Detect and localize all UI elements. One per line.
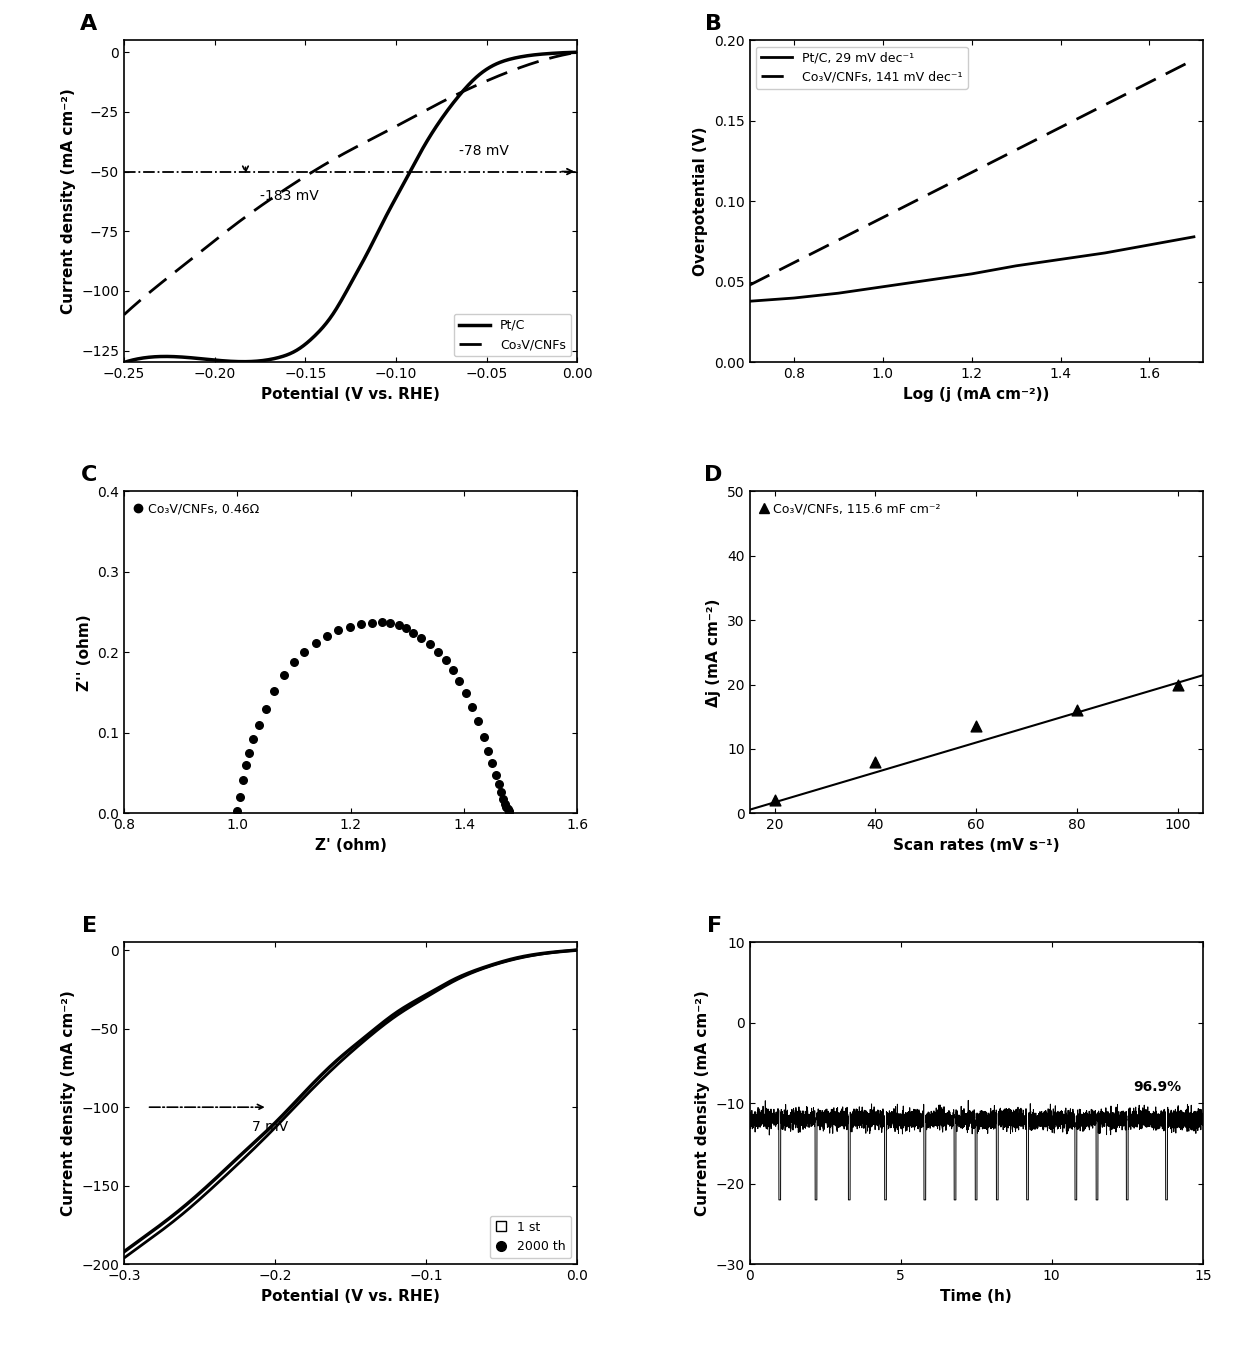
Point [463,697,482,718]
Point [412,627,432,648]
Point [231,787,250,808]
Text: D: D [704,465,723,484]
Text: 96.9%: 96.9% [1133,1080,1182,1095]
Point [469,710,489,732]
Point [489,773,508,795]
Point [500,802,520,823]
Legend: 1 st, 2000 th: 1 st, 2000 th [490,1216,572,1258]
Y-axis label: Z'' (ohm): Z'' (ohm) [77,615,92,690]
Point [495,794,515,815]
Text: A: A [79,13,97,34]
Legend: Pt/C, 29 mV dec⁻¹, Co₃V/CNFs, 141 mV dec⁻¹: Pt/C, 29 mV dec⁻¹, Co₃V/CNFs, 141 mV dec… [755,47,967,89]
Pt/C [264,351,279,367]
Point [456,682,476,703]
Text: C: C [81,465,97,484]
Text: E: E [82,916,97,936]
X-axis label: Log (j (mA cm⁻²)): Log (j (mA cm⁻²)) [903,387,1049,402]
Point [866,751,885,772]
Pt/C [570,44,585,61]
Point [389,615,409,636]
Point [317,625,337,647]
Point [362,612,382,633]
X-axis label: Potential (V vs. RHE): Potential (V vs. RHE) [262,1289,440,1303]
Point [305,632,325,654]
Point [494,788,513,810]
Co₃V/CNFs [296,169,311,186]
Point [233,769,253,791]
Y-axis label: Current density (mA cm⁻²): Current density (mA cm⁻²) [61,89,76,315]
Point [765,790,785,811]
X-axis label: Potential (V vs. RHE): Potential (V vs. RHE) [262,387,440,402]
Point [255,698,275,720]
Co₃V/CNFs [570,44,585,61]
Pt/C [402,165,417,182]
Y-axis label: Δj (mA cm⁻²): Δj (mA cm⁻²) [707,599,722,706]
X-axis label: Scan rates (mV s⁻¹): Scan rates (mV s⁻¹) [893,838,1059,853]
Point [284,651,304,672]
Point [239,742,259,764]
Pt/C [446,94,461,110]
Point [236,755,255,776]
Line: Pt/C: Pt/C [124,52,578,362]
Y-axis label: Overpotential (V): Overpotential (V) [693,126,708,276]
Point [966,716,986,737]
Line: Co₃V/CNFs: Co₃V/CNFs [124,52,578,315]
Point [479,740,498,761]
Point [1168,674,1188,695]
Point [351,613,371,635]
Co₃V/CNFs [446,87,461,104]
Point [397,617,417,639]
Point [227,800,247,822]
Point [498,800,518,822]
Point [381,612,401,633]
Point [340,616,360,638]
Pt/C [444,97,459,113]
Point [496,796,516,818]
Point [436,650,456,671]
Co₃V/CNFs [402,112,417,128]
Co₃V/CNFs [444,89,459,105]
Co₃V/CNFs [171,261,186,277]
Point [482,753,502,775]
Y-axis label: Current density (mA cm⁻²): Current density (mA cm⁻²) [61,990,76,1216]
Point [497,799,517,820]
Y-axis label: Current density (mA cm⁻²): Current density (mA cm⁻²) [694,990,709,1216]
Point [264,681,284,702]
Pt/C [117,354,131,370]
Text: -183 mV: -183 mV [260,190,319,203]
Legend: Pt/C, Co₃V/CNFs: Pt/C, Co₃V/CNFs [454,313,572,356]
Point [249,714,269,736]
Point [429,642,449,663]
X-axis label: Time (h): Time (h) [940,1289,1012,1303]
Point [294,642,314,663]
Point [274,664,294,686]
Point [403,623,423,644]
Point [443,659,463,681]
Pt/C [296,338,311,354]
Legend: Co₃V/CNFs, 115.6 mF cm⁻²: Co₃V/CNFs, 115.6 mF cm⁻² [755,498,946,521]
Point [329,619,348,640]
Co₃V/CNFs [117,307,131,323]
Text: B: B [706,13,723,34]
Co₃V/CNFs [264,191,279,207]
Text: 7 mV: 7 mV [253,1120,289,1134]
Point [474,726,494,748]
Text: F: F [707,916,723,936]
Point [486,764,506,785]
Text: -78 mV: -78 mV [460,144,510,157]
X-axis label: Z' (ohm): Z' (ohm) [315,838,387,853]
Point [491,781,511,803]
Point [450,670,470,691]
Legend: Co₃V/CNFs, 0.46Ω: Co₃V/CNFs, 0.46Ω [130,498,264,521]
Pt/C [171,348,186,364]
Point [372,611,392,632]
Point [1066,699,1086,721]
Point [420,633,440,655]
Point [243,729,263,751]
